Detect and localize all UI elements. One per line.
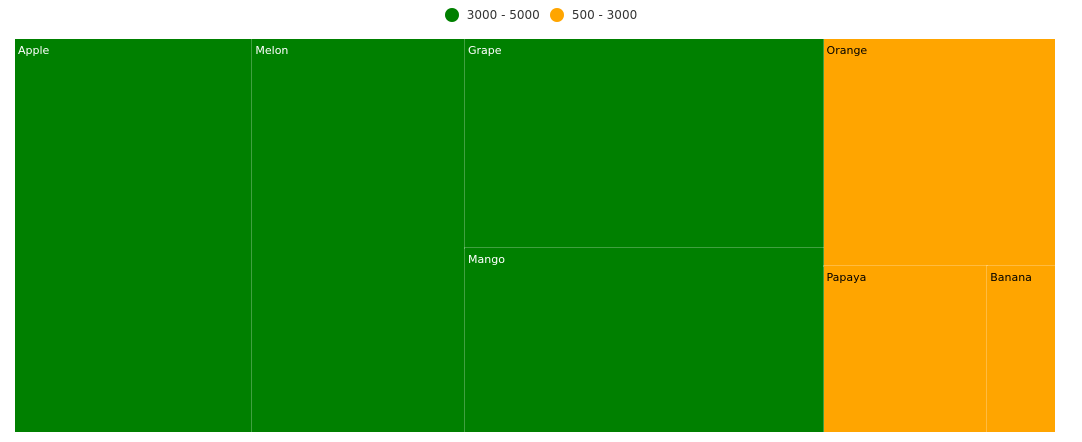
legend-marker-low: [549, 8, 564, 22]
treemap-label-melon: Melon: [255, 44, 289, 57]
treemap-tile-melon[interactable]: Melon: [251, 39, 467, 432]
legend-item-low[interactable]: 500 - 3000: [549, 8, 638, 22]
treemap-tile-apple[interactable]: Apple: [15, 39, 254, 432]
legend-label-high: 3000 - 5000: [466, 8, 540, 22]
treemap-label-banana: Banana: [990, 270, 1032, 284]
treemap-tile-papaya[interactable]: Papaya: [822, 264, 989, 432]
treemap-label-papaya: Papaya: [826, 270, 867, 284]
treemap-tile-orange[interactable]: Orange: [822, 39, 1055, 267]
treemap-label-orange: Orange: [826, 44, 868, 57]
treemap-label-mango: Mango: [468, 252, 505, 266]
treemap-label-apple: Apple: [18, 44, 50, 57]
treemap-tile-mango[interactable]: Mango: [464, 246, 825, 432]
treemap-tile-grape[interactable]: Grape: [464, 39, 825, 249]
legend: 3000 - 5000 500 - 3000: [0, 6, 1082, 24]
treemap: Apple Melon Grape Mango Orange Papaya Banana: [15, 39, 1055, 432]
legend-label-low: 500 - 3000: [571, 8, 638, 22]
legend-item-high[interactable]: 3000 - 5000: [444, 8, 540, 22]
treemap-tile-banana[interactable]: Banana: [986, 264, 1055, 432]
treemap-label-grape: Grape: [468, 44, 502, 57]
legend-marker-high: [444, 8, 459, 22]
